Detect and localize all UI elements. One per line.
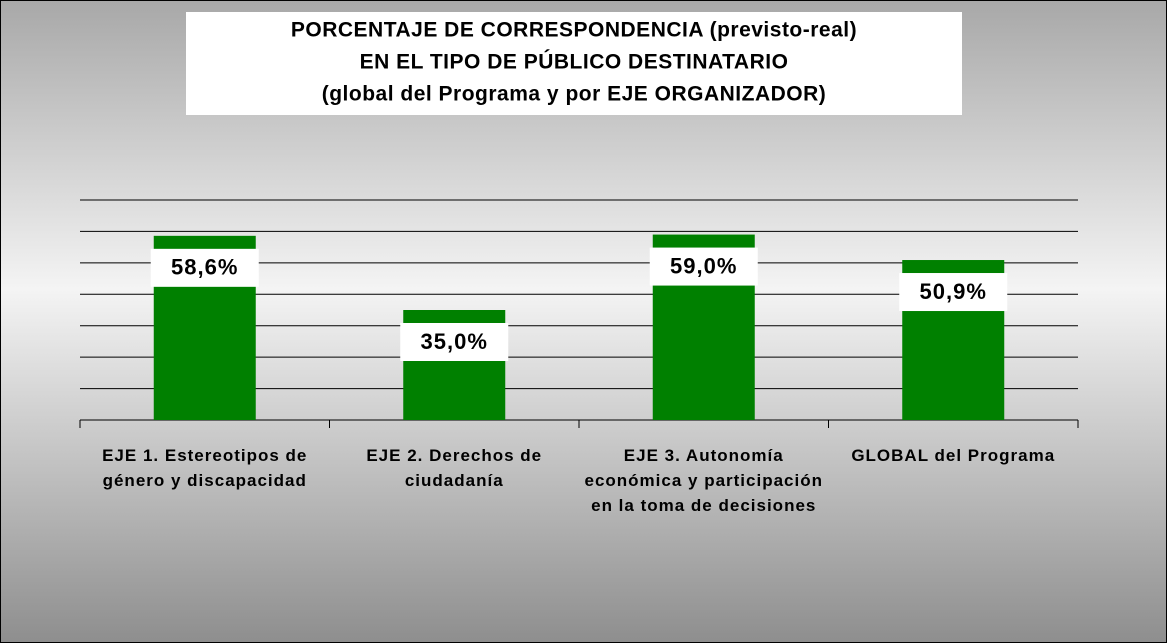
chart-title: EN EL TIPO DE PÚBLICO DESTINATARIO: [360, 50, 789, 74]
value-label-box: [649, 247, 758, 286]
value-label: 50,9%: [920, 279, 987, 304]
value-label-box: [150, 248, 259, 287]
x-tick-label: EJE 3. Autonomía económica y participaci…: [584, 446, 823, 515]
x-tick-label: EJE 1. Estereotipos de género y discapac…: [102, 446, 308, 490]
value-label-box: [400, 323, 509, 361]
value-label: 59,0%: [670, 253, 737, 278]
chart-title: (global del Programa y por EJE ORGANIZAD…: [322, 83, 827, 106]
title-box: [186, 12, 962, 115]
value-label: 35,0%: [421, 329, 488, 354]
chart-title: PORCENTAJE DE CORRESPONDENCIA (previsto-…: [291, 19, 857, 42]
x-tick-label: EJE 2. Derechos de ciudadanía: [366, 446, 543, 490]
value-label-box: [899, 273, 1008, 312]
x-tick-label: GLOBAL del Programa: [851, 446, 1056, 465]
value-label: 58,6%: [171, 255, 238, 280]
